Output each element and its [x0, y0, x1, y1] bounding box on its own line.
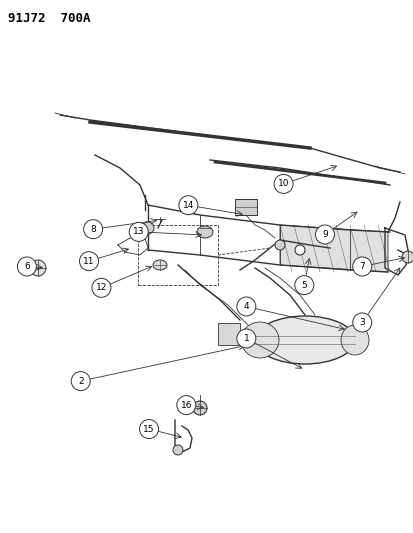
- Text: 16: 16: [180, 401, 192, 409]
- Text: 10: 10: [277, 180, 289, 188]
- Circle shape: [274, 240, 284, 250]
- Circle shape: [83, 220, 102, 239]
- Circle shape: [236, 297, 255, 316]
- Polygon shape: [279, 225, 387, 272]
- Circle shape: [352, 313, 371, 332]
- Circle shape: [273, 174, 292, 193]
- Circle shape: [401, 251, 413, 263]
- Circle shape: [92, 278, 111, 297]
- Text: 3: 3: [358, 318, 364, 327]
- Circle shape: [30, 260, 46, 276]
- Circle shape: [178, 196, 197, 215]
- Circle shape: [294, 245, 304, 255]
- Text: 1: 1: [243, 334, 249, 343]
- Text: 5: 5: [301, 281, 306, 289]
- Text: 15: 15: [143, 425, 154, 433]
- Circle shape: [192, 401, 206, 415]
- Circle shape: [352, 257, 371, 276]
- Ellipse shape: [240, 322, 278, 358]
- Text: 9: 9: [321, 230, 327, 239]
- Ellipse shape: [197, 226, 212, 238]
- Ellipse shape: [254, 316, 354, 364]
- Circle shape: [79, 252, 98, 271]
- Circle shape: [315, 225, 334, 244]
- Circle shape: [139, 419, 158, 439]
- Text: 2: 2: [78, 377, 83, 385]
- Text: 13: 13: [133, 228, 144, 236]
- Bar: [218, 323, 240, 345]
- Ellipse shape: [340, 325, 368, 355]
- Circle shape: [129, 222, 148, 241]
- Circle shape: [176, 395, 195, 415]
- Text: 8: 8: [90, 225, 96, 233]
- Circle shape: [294, 276, 313, 295]
- Text: 7: 7: [358, 262, 364, 271]
- Circle shape: [173, 445, 183, 455]
- Circle shape: [236, 329, 255, 348]
- Circle shape: [71, 372, 90, 391]
- Text: 12: 12: [95, 284, 107, 292]
- Circle shape: [142, 222, 154, 234]
- Text: 4: 4: [243, 302, 249, 311]
- Text: 6: 6: [24, 262, 30, 271]
- Text: 14: 14: [182, 201, 194, 209]
- Bar: [235, 199, 256, 215]
- Text: 11: 11: [83, 257, 95, 265]
- Text: 91J72  700A: 91J72 700A: [8, 12, 90, 25]
- Circle shape: [17, 257, 36, 276]
- Ellipse shape: [153, 260, 166, 270]
- Bar: [138, 225, 218, 285]
